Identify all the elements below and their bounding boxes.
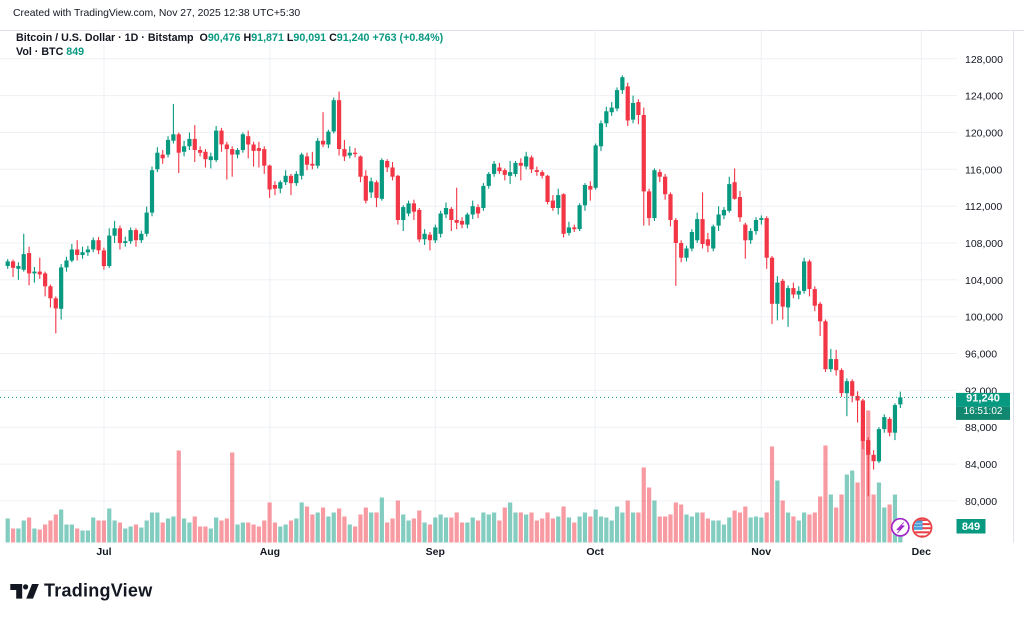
svg-text:100,000: 100,000 — [965, 312, 1003, 324]
svg-text:16:51:02: 16:51:02 — [964, 406, 1003, 417]
svg-text:849: 849 — [962, 521, 980, 533]
svg-text:108,000: 108,000 — [965, 238, 1003, 250]
svg-text:84,000: 84,000 — [965, 459, 997, 471]
svg-text:Sep: Sep — [426, 546, 445, 558]
svg-text:Jul: Jul — [96, 546, 111, 558]
svg-text:88,000: 88,000 — [965, 422, 997, 434]
svg-text:124,000: 124,000 — [965, 91, 1003, 103]
svg-text:Nov: Nov — [751, 546, 771, 558]
svg-text:116,000: 116,000 — [965, 164, 1002, 176]
svg-text:TradingView: TradingView — [44, 581, 153, 601]
svg-text:Dec: Dec — [912, 546, 931, 558]
svg-text:Aug: Aug — [260, 546, 280, 558]
svg-text:96,000: 96,000 — [965, 349, 997, 361]
svg-text:104,000: 104,000 — [965, 275, 1003, 287]
svg-text:128,000: 128,000 — [965, 54, 1003, 66]
svg-text:91,240: 91,240 — [966, 393, 1000, 405]
svg-text:80,000: 80,000 — [965, 496, 997, 508]
svg-text:Oct: Oct — [586, 546, 604, 558]
svg-text:112,000: 112,000 — [965, 201, 1002, 213]
svg-text:120,000: 120,000 — [965, 128, 1003, 140]
